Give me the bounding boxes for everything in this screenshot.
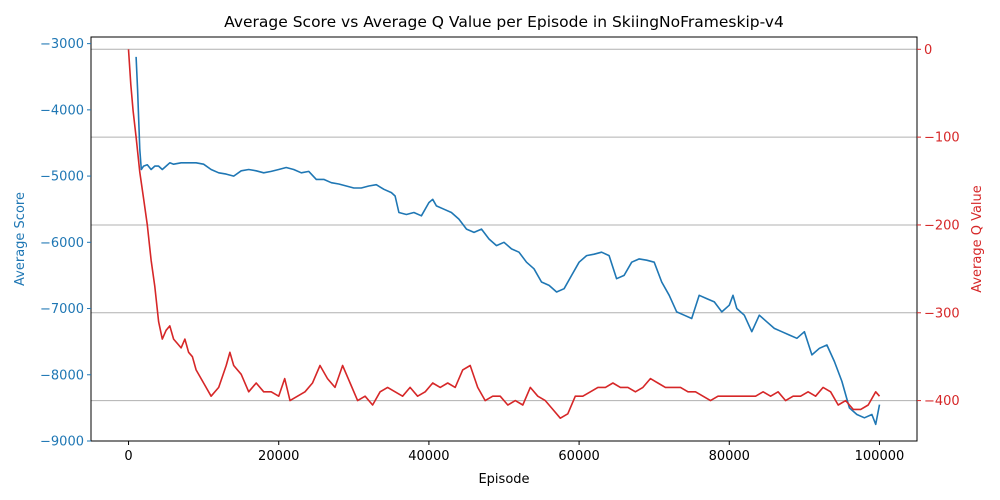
chart-title: Average Score vs Average Q Value per Epi…: [224, 13, 784, 31]
left-y-tick-label: −6000: [40, 236, 84, 251]
right-y-tick-label: −400: [924, 394, 960, 409]
right-y-tick-label: −300: [924, 306, 960, 321]
x-axis: 0 20000 40000 60000 80000 100000: [124, 441, 904, 464]
left-y-tick-label: −3000: [40, 37, 84, 52]
plot-frame: [90, 36, 918, 442]
x-tick-label: 20000: [258, 449, 299, 464]
left-y-axis-title: Average Score: [13, 192, 28, 286]
right-y-tick-label: −100: [924, 131, 960, 146]
q-value-series-line: [127, 49, 881, 420]
x-tick-label: 80000: [709, 449, 750, 464]
score-series-line: [135, 56, 881, 426]
right-y-axis-title: Average Q Value: [970, 185, 985, 293]
left-y-tick-label: −7000: [40, 302, 84, 317]
right-y-tick-label: 0: [924, 43, 932, 58]
left-y-axis: −3000 −4000 −5000 −6000 −7000 −8000 −9000: [40, 37, 91, 450]
grid: [91, 48, 917, 402]
plot-area: [127, 49, 881, 426]
right-y-axis: 0 −100 −200 −300 −400: [917, 43, 960, 409]
x-tick-label: 40000: [408, 449, 449, 464]
left-y-tick-label: −9000: [40, 435, 84, 450]
left-y-tick-label: −8000: [40, 368, 84, 383]
right-y-tick-label: −200: [924, 218, 960, 233]
x-axis-title: Episode: [478, 472, 529, 487]
left-y-tick-label: −5000: [40, 170, 84, 185]
x-tick-label: 60000: [558, 449, 599, 464]
left-y-tick-label: −4000: [40, 103, 84, 118]
x-tick-label: 100000: [855, 449, 905, 464]
x-tick-label: 0: [124, 449, 132, 464]
